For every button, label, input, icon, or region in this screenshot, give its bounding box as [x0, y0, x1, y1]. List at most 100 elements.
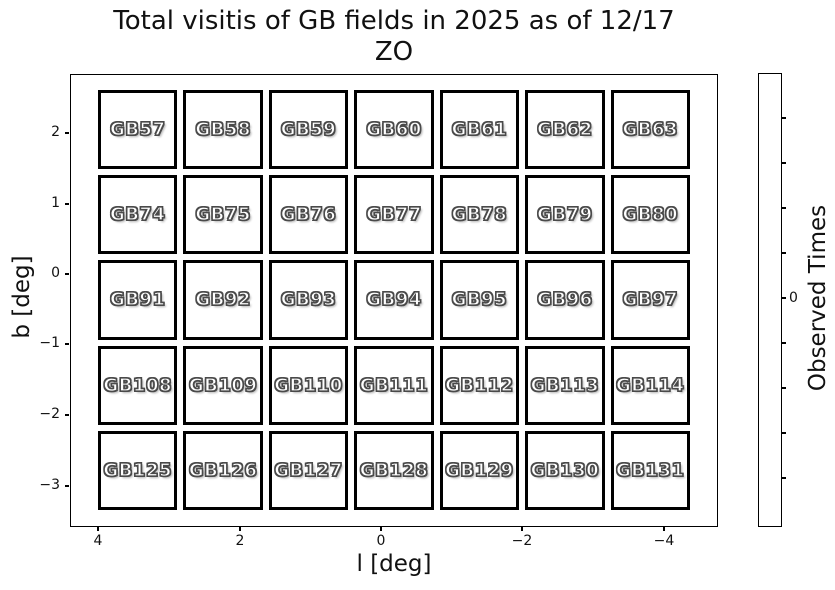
field-label: GB79 — [536, 204, 593, 226]
field-label: GB93 — [280, 289, 337, 311]
field-label: GB128 — [359, 459, 429, 481]
y-tick-mark — [65, 273, 69, 275]
field-cell-gb112: GB112 — [439, 345, 520, 425]
y-axis-label: b [deg] — [9, 255, 35, 339]
field-cell-gb97: GB97 — [610, 260, 690, 340]
field-label: GB112 — [445, 374, 514, 396]
field-cell-gb110: GB110 — [268, 345, 349, 425]
field-cell-gb111: GB111 — [354, 345, 434, 425]
field-label: GB109 — [188, 374, 258, 396]
field-label: GB110 — [274, 374, 343, 396]
field-cell-gb78: GB78 — [439, 175, 520, 255]
field-cell-gb93: GB93 — [268, 260, 349, 340]
field-cell-gb125: GB125 — [98, 430, 178, 510]
field-cell-gb74: GB74 — [98, 175, 178, 255]
field-cell-gb94: GB94 — [354, 260, 434, 340]
field-label: GB76 — [280, 204, 337, 226]
field-label: GB97 — [622, 289, 679, 311]
x-axis-label: l [deg] — [356, 551, 432, 577]
colorbar-tick-mark — [782, 342, 786, 344]
field-cell-gb63: GB63 — [610, 90, 690, 170]
field-cell-gb57: GB57 — [98, 90, 178, 170]
field-cell-gb113: GB113 — [525, 345, 605, 425]
field-grid: GB57 GB58 GB59 GB60 GB61 GB62 GB63 GB74 GB75 GB76… — [98, 90, 690, 510]
x-tick-label: 0 — [376, 533, 386, 549]
colorbar-label: Observed Times — [805, 204, 831, 392]
y-tick-mark — [65, 343, 69, 345]
colorbar-tick-label: 0 — [789, 290, 798, 306]
field-cell-gb77: GB77 — [354, 175, 434, 255]
x-tick-label: −2 — [511, 533, 533, 549]
field-label: GB63 — [622, 118, 679, 141]
field-cell-gb58: GB58 — [183, 90, 263, 170]
field-label: GB60 — [366, 118, 422, 141]
colorbar-tick-mark — [782, 162, 786, 164]
field-label: GB95 — [451, 289, 508, 311]
colorbar-tick-mark — [782, 207, 786, 209]
x-tick-mark — [521, 527, 523, 531]
field-label: GB129 — [445, 459, 514, 481]
field-cell-gb75: GB75 — [183, 175, 263, 255]
x-tick-label: 4 — [93, 533, 103, 549]
field-cell-gb131: GB131 — [610, 430, 690, 510]
field-cell-gb114: GB114 — [610, 345, 690, 425]
y-tick-label: 2 — [51, 124, 60, 140]
field-label: GB78 — [451, 204, 508, 226]
x-tick-label: −4 — [653, 533, 675, 549]
field-label: GB130 — [530, 459, 600, 481]
field-label: GB80 — [622, 204, 679, 226]
colorbar-tick-mark — [782, 297, 786, 299]
colorbar-tick-mark — [782, 117, 786, 119]
field-label: GB57 — [109, 118, 166, 141]
x-tick-mark — [380, 527, 382, 531]
x-tick-mark — [239, 527, 241, 531]
field-label: GB91 — [109, 289, 166, 311]
field-cell-gb129: GB129 — [439, 430, 520, 510]
field-label: GB77 — [366, 204, 422, 226]
colorbar-tick-mark — [782, 477, 786, 479]
field-cell-gb130: GB130 — [525, 430, 605, 510]
field-label: GB59 — [280, 118, 337, 141]
field-cell-gb127: GB127 — [268, 430, 349, 510]
field-label: GB96 — [536, 289, 593, 311]
field-cell-gb76: GB76 — [268, 175, 349, 255]
field-label: GB58 — [195, 118, 251, 141]
field-cell-gb59: GB59 — [268, 90, 349, 170]
field-label: GB127 — [274, 459, 343, 481]
field-cell-gb79: GB79 — [525, 175, 605, 255]
field-label: GB125 — [103, 459, 172, 481]
field-cell-gb96: GB96 — [525, 260, 605, 340]
field-label: GB75 — [195, 204, 251, 226]
x-tick-mark — [663, 527, 665, 531]
y-tick-mark — [65, 485, 69, 487]
colorbar-tick-mark — [782, 252, 786, 254]
field-cell-gb62: GB62 — [525, 90, 605, 170]
chart-title: Total visitis of GB fields in 2025 as of… — [113, 6, 675, 36]
field-cell-gb109: GB109 — [183, 345, 263, 425]
y-tick-mark — [65, 414, 69, 416]
field-cell-gb95: GB95 — [439, 260, 520, 340]
field-label: GB111 — [359, 374, 429, 396]
field-label: GB108 — [103, 374, 172, 396]
field-cell-gb80: GB80 — [610, 175, 690, 255]
field-cell-gb108: GB108 — [98, 345, 178, 425]
field-cell-gb61: GB61 — [439, 90, 520, 170]
y-tick-mark — [65, 132, 69, 134]
field-cell-gb91: GB91 — [98, 260, 178, 340]
field-label: GB114 — [615, 374, 685, 396]
field-cell-gb92: GB92 — [183, 260, 263, 340]
y-tick-label: −1 — [39, 335, 60, 351]
y-tick-label: −3 — [39, 477, 60, 493]
field-label: GB74 — [109, 204, 166, 226]
x-tick-mark — [97, 527, 99, 531]
y-tick-mark — [65, 203, 69, 205]
field-label: GB62 — [536, 118, 593, 141]
field-label: GB126 — [188, 459, 258, 481]
field-label: GB92 — [195, 289, 251, 311]
chart-subtitle: ZO — [374, 37, 414, 67]
field-cell-gb60: GB60 — [354, 90, 434, 170]
y-tick-label: 1 — [51, 195, 60, 211]
field-label: GB94 — [366, 289, 422, 311]
field-cell-gb126: GB126 — [183, 430, 263, 510]
